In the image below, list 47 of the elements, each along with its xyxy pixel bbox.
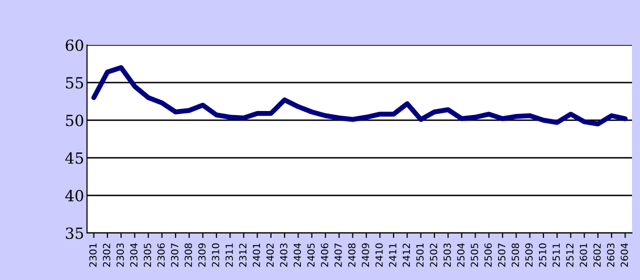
x-tick-label: 2405 — [307, 244, 315, 267]
x-tick-label: 2501 — [416, 244, 424, 267]
x-tick-label: 2511 — [552, 244, 560, 267]
x-tick-label: 2307 — [171, 244, 178, 267]
x-tick-label: 2304 — [130, 243, 138, 267]
x-tick-label: 2506 — [484, 243, 492, 267]
line-series — [91, 65, 628, 126]
x-tick-label: 2510 — [538, 243, 546, 267]
x-tick-label: 2412 — [402, 244, 410, 267]
x-tick-label: 2504 — [457, 243, 465, 267]
x-tick-label: 2302 — [102, 244, 110, 267]
x-tick-label: 2407 — [334, 244, 342, 267]
x-tick-label: 2603 — [607, 244, 614, 267]
y-tick-label: 55 — [66, 77, 84, 89]
x-tick-label: 2309 — [198, 243, 206, 267]
x-tick-label: 2310 — [212, 243, 220, 267]
x-tick-label: 2502 — [430, 244, 438, 267]
x-tick-label: 2410 — [375, 243, 383, 267]
x-tick-label: 2508 — [512, 243, 520, 267]
y-tick-label: 60 — [66, 39, 84, 52]
x-tick-label: 2409 — [362, 243, 370, 267]
x-tick-label: 2404 — [294, 243, 302, 267]
x-tick-label: 2403 — [280, 244, 288, 267]
y-tick-label: 50 — [66, 114, 84, 126]
x-tick-label: 2311 — [226, 244, 233, 267]
x-tick-label: 2512 — [566, 244, 574, 267]
x-tick-label: 2301 — [89, 244, 97, 267]
y-tick-label: 35 — [66, 227, 84, 240]
y-tick-label: 40 — [65, 190, 84, 202]
x-tick-label: 2401 — [252, 244, 260, 267]
x-tick-label: 2408 — [348, 243, 356, 267]
y-tick-label: 45 — [65, 152, 84, 164]
x-tick-label: 2509 — [525, 243, 533, 267]
x-tick-label: 2507 — [498, 244, 506, 267]
x-tick-label: 2306 — [157, 243, 165, 267]
x-tick-label: 2308 — [184, 243, 192, 267]
x-tick-label: 2406 — [320, 243, 328, 267]
x-tick-label: 2312 — [239, 244, 247, 267]
x-tick-label: 2604 — [620, 243, 628, 267]
x-tick-label: 2602 — [593, 244, 601, 267]
x-tick-label: 2305 — [144, 244, 152, 267]
x-tick-label: 2601 — [580, 244, 588, 267]
x-tick-label: 2411 — [389, 244, 396, 267]
x-tick-label: 2505 — [470, 244, 478, 267]
x-tick-label: 2303 — [116, 244, 124, 267]
x-tick-label: 2402 — [266, 244, 274, 267]
x-tick-label: 2503 — [444, 244, 451, 267]
